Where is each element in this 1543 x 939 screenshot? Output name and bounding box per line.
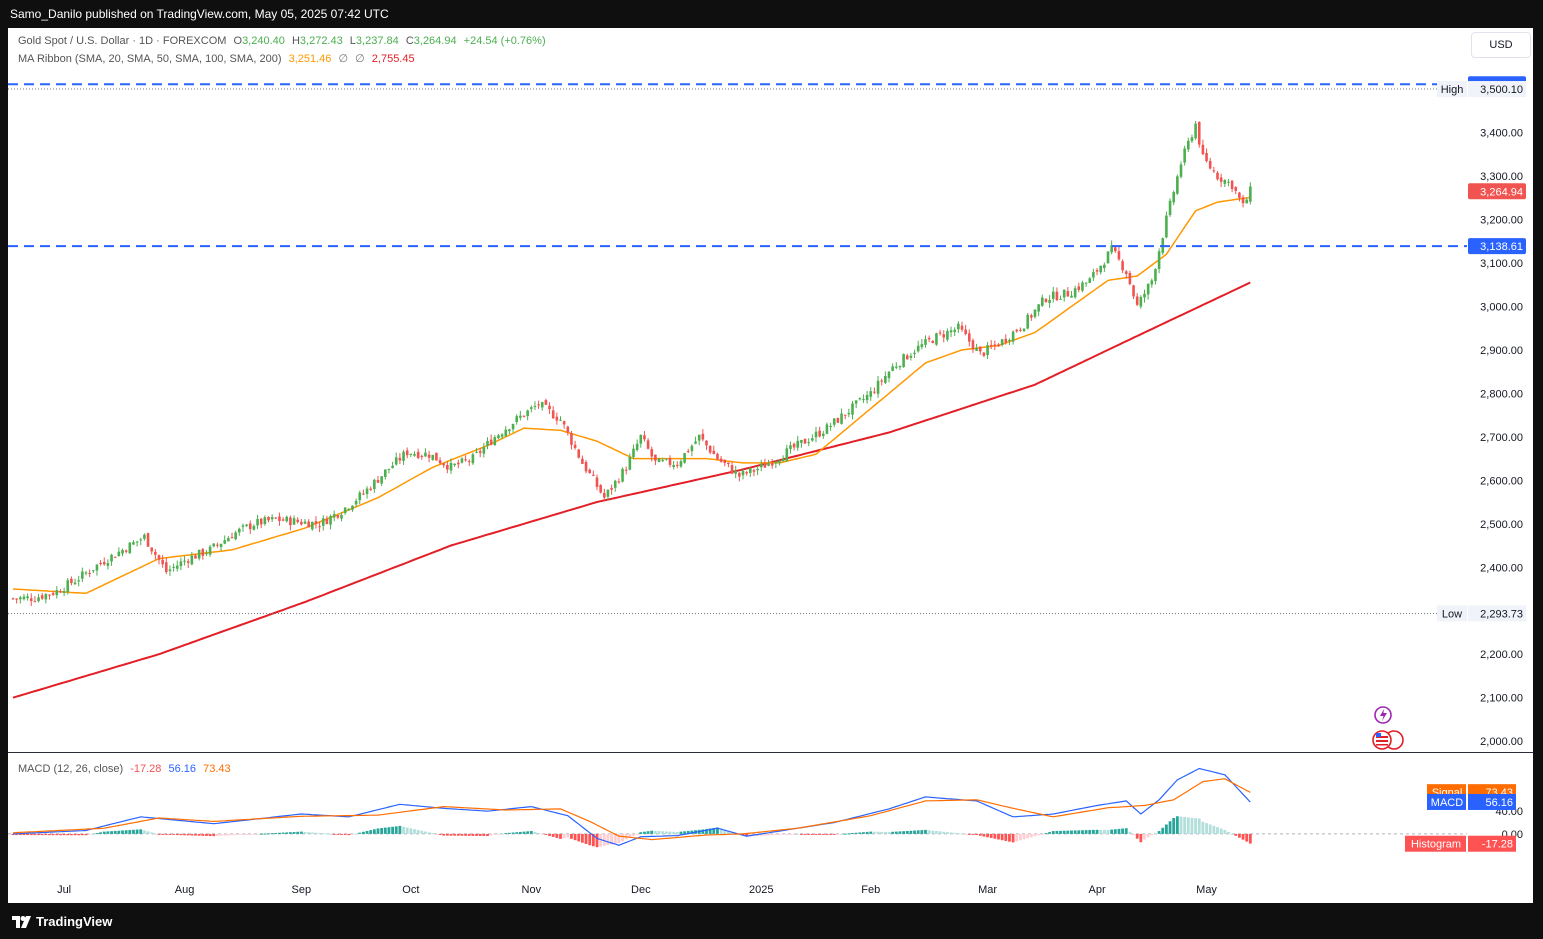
symbol-title: Gold Spot / U.S. Dollar · 1D · FOREXCOM	[18, 35, 227, 47]
macd-hist-value: -17.28	[130, 763, 162, 775]
high-label: H	[291, 35, 300, 47]
low-label: L	[349, 35, 356, 47]
close-label: C	[405, 35, 414, 47]
ma20-value: 3,251.46	[288, 53, 332, 65]
low-value: 3,237.84	[355, 35, 399, 47]
high-value: 3,272.43	[299, 35, 343, 47]
chart-frame	[8, 28, 1533, 903]
ma-title: MA Ribbon (SMA, 20, SMA, 50, SMA, 100, S…	[18, 53, 282, 65]
macd-signal-value: 73.43	[203, 763, 231, 775]
publish-text: Samo_Danilo published on TradingView.com…	[10, 7, 389, 21]
footer-brand: TradingView	[36, 914, 113, 929]
open-label: O	[233, 35, 243, 47]
open-value: 3,240.40	[242, 35, 285, 47]
symbol-legend: Gold Spot / U.S. Dollar · 1D · FOREXCOM …	[18, 35, 546, 47]
close-value: 3,264.94	[413, 35, 457, 47]
change-value: +24.54 (+0.76%)	[463, 35, 546, 47]
tradingview-logo[interactable]: TradingView	[12, 914, 112, 929]
footer-bar: TradingView	[0, 905, 1543, 939]
ma100-value: ∅	[355, 53, 365, 65]
tradingview-icon	[12, 915, 31, 928]
ma200-value: 2,755.45	[371, 53, 415, 65]
currency-button[interactable]: USD	[1471, 32, 1531, 58]
publish-header: Samo_Danilo published on TradingView.com…	[0, 0, 1543, 28]
macd-title: MACD (12, 26, close)	[18, 763, 124, 775]
ma-legend: MA Ribbon (SMA, 20, SMA, 50, SMA, 100, S…	[18, 52, 419, 65]
macd-value: 56.16	[168, 763, 197, 775]
ma50-value: ∅	[338, 53, 349, 65]
macd-legend: MACD (12, 26, close) -17.28 56.16 73.43	[18, 763, 235, 775]
